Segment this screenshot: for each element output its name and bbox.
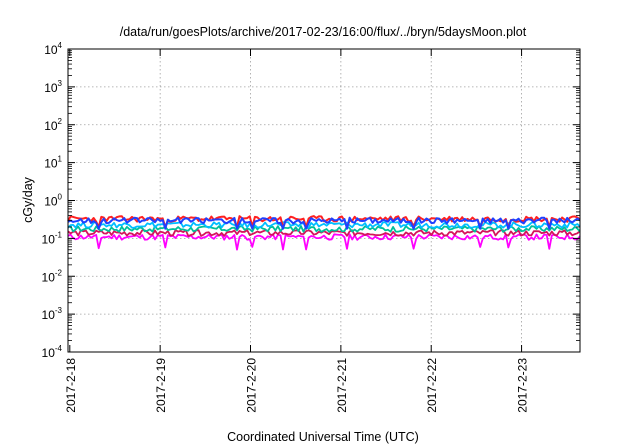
y-tick-label: 103 — [44, 79, 62, 95]
y-tick-labels: 10-4 10-3 10-2 10-1 100 101 102 103 104 — [42, 41, 63, 360]
y-tick-label: 10-1 — [42, 230, 63, 246]
x-tick-labels: 2017-2-18 2017-2-19 2017-2-20 2017-2-21 2017… — [64, 358, 530, 413]
y-tick-label: 10-4 — [42, 344, 63, 360]
x-tick-label: 2017-2-21 — [335, 358, 349, 413]
series-layer — [67, 215, 581, 251]
y-tick-label: 101 — [44, 155, 62, 171]
series-line — [67, 233, 581, 251]
series-line — [67, 225, 581, 233]
chart-title: /data/run/goesPlots/archive/2017-02-23/1… — [120, 25, 527, 39]
y-tick-label: 104 — [44, 41, 62, 57]
x-tick-label: 2017-2-18 — [64, 358, 78, 413]
y-axis-label: cGy/day — [21, 176, 35, 223]
series-line — [67, 221, 581, 229]
ticks — [68, 48, 580, 353]
x-tick-label: 2017-2-19 — [154, 358, 168, 413]
x-tick-label: 2017-2-20 — [245, 358, 259, 413]
y-tick-label: 100 — [44, 193, 62, 209]
x-tick-label: 2017-2-22 — [425, 358, 439, 413]
x-axis-label: Coordinated Universal Time (UTC) — [227, 430, 419, 444]
y-tick-label: 102 — [44, 117, 62, 133]
series-line — [67, 216, 581, 230]
x-tick-label: 2017-2-23 — [516, 358, 530, 413]
y-tick-label: 10-3 — [42, 306, 63, 322]
y-tick-label: 10-2 — [42, 268, 63, 284]
grid — [68, 49, 580, 352]
